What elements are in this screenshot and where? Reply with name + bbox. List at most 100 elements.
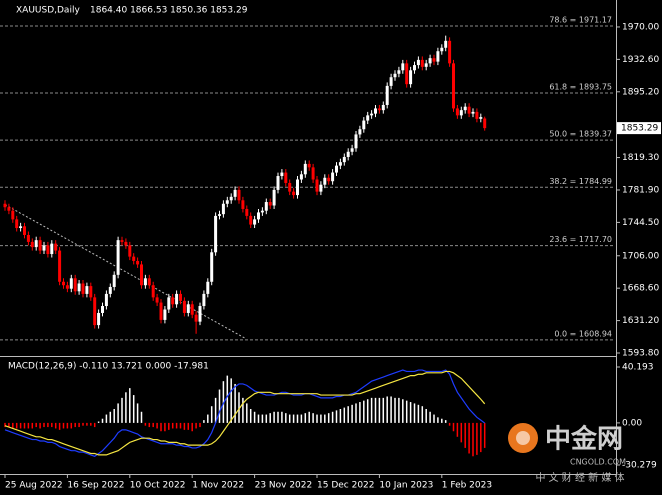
candle-body <box>299 174 303 180</box>
macd-bar <box>327 413 330 423</box>
candle-body <box>151 285 155 298</box>
macd-bar <box>4 422 6 428</box>
candle-body <box>463 106 467 111</box>
macd-bar <box>363 400 365 423</box>
macd-bar <box>70 422 73 429</box>
candle-body <box>89 286 93 298</box>
macd-bar <box>292 414 295 423</box>
macd-bar <box>234 383 236 423</box>
macd-bar <box>54 422 57 429</box>
candle-body <box>381 104 385 111</box>
x-tick-label: 10 Oct 2022 <box>130 481 186 491</box>
macd-bar <box>366 399 369 423</box>
candle-body <box>97 312 101 326</box>
y-tick-label: 1593.80 <box>622 349 659 359</box>
candle-body <box>249 215 253 225</box>
x-tick-label: 15 Dec 2022 <box>317 481 375 491</box>
macd-bar <box>277 411 279 423</box>
candle-body <box>136 260 140 265</box>
candle-body <box>50 243 54 255</box>
candle-body <box>428 58 432 64</box>
candle-body <box>85 286 89 294</box>
candle-body <box>233 189 237 197</box>
macd-bar <box>113 408 115 423</box>
macd-bar <box>472 422 474 457</box>
macd-bar <box>183 422 186 430</box>
macd-bar <box>62 422 65 429</box>
x-tick-label: 1 Feb 2023 <box>442 481 492 491</box>
macd-bar <box>51 422 53 428</box>
candle-body <box>112 274 116 287</box>
macd-bar <box>129 388 131 423</box>
macd-line <box>4 370 486 456</box>
candle-body <box>358 129 362 135</box>
macd-bar <box>78 422 80 428</box>
candle-body <box>284 172 288 183</box>
x-tick-label: 25 Aug 2022 <box>5 481 63 491</box>
macd-bar <box>12 422 14 429</box>
fib-label: 61.8 = 1893.75 <box>549 83 612 92</box>
macd-bar <box>480 422 482 453</box>
macd-bar <box>246 403 248 423</box>
candle-body <box>198 306 202 322</box>
macd-bar <box>168 422 170 430</box>
macd-bar <box>300 414 303 423</box>
candle-body <box>81 283 85 294</box>
candle-body <box>93 297 97 326</box>
candle-body <box>147 278 151 286</box>
macd-bar <box>343 407 346 423</box>
macd-bar <box>105 414 108 423</box>
macd-bar <box>27 422 30 429</box>
macd-bar <box>339 408 342 423</box>
macd-bar <box>218 389 221 423</box>
macd-bar <box>214 397 217 423</box>
macd-bar <box>452 422 455 432</box>
macd-bar <box>156 422 158 429</box>
macd-bar <box>19 422 22 429</box>
macd-bar <box>273 411 275 423</box>
candle-body <box>416 59 420 66</box>
macd-bar <box>117 403 119 423</box>
candle-body <box>292 191 296 196</box>
macd-bar <box>386 396 388 423</box>
ohlc: 1864.40 1866.53 1850.36 1853.29 <box>90 6 248 16</box>
candle-body <box>225 200 229 204</box>
candle-body <box>366 115 370 121</box>
candle-body <box>296 179 299 196</box>
candle-body <box>405 63 409 85</box>
macd-bar <box>378 397 381 423</box>
macd-bar <box>136 403 139 423</box>
macd-bar <box>82 422 84 426</box>
candle-body <box>280 172 284 177</box>
candle-body <box>272 189 276 206</box>
candle-body <box>65 285 69 289</box>
macd-bar <box>35 422 37 428</box>
indicator-title: MACD(12,26,9) -0.110 13.721 0.000 -17.98… <box>8 362 209 372</box>
candle-body <box>413 65 416 71</box>
candle-body <box>483 118 487 129</box>
macd-bar <box>74 422 76 428</box>
macd-bar <box>324 414 326 423</box>
candle-body <box>77 283 81 292</box>
candle-body <box>253 219 257 225</box>
y-tick-label: 1970.00 <box>622 22 659 32</box>
fib-label: 78.6 = 1971.17 <box>549 15 612 24</box>
candle-body <box>475 111 479 119</box>
x-tick-label: 23 Nov 2022 <box>255 481 313 491</box>
candle-body <box>444 40 448 48</box>
candle-body <box>448 40 452 64</box>
macd-bar <box>148 422 151 428</box>
macd-bar <box>421 406 424 423</box>
macd-bar <box>187 422 190 430</box>
candle-body <box>370 113 374 116</box>
macd-bar <box>249 408 252 423</box>
candle-body <box>264 202 268 211</box>
candle-body <box>140 264 143 286</box>
macd-bar <box>207 414 209 423</box>
candle-body <box>303 163 307 175</box>
candle-body <box>354 134 358 149</box>
x-tick-label: 1 Nov 2022 <box>192 481 244 491</box>
macd-bar <box>417 404 420 423</box>
candle-body <box>323 177 327 185</box>
